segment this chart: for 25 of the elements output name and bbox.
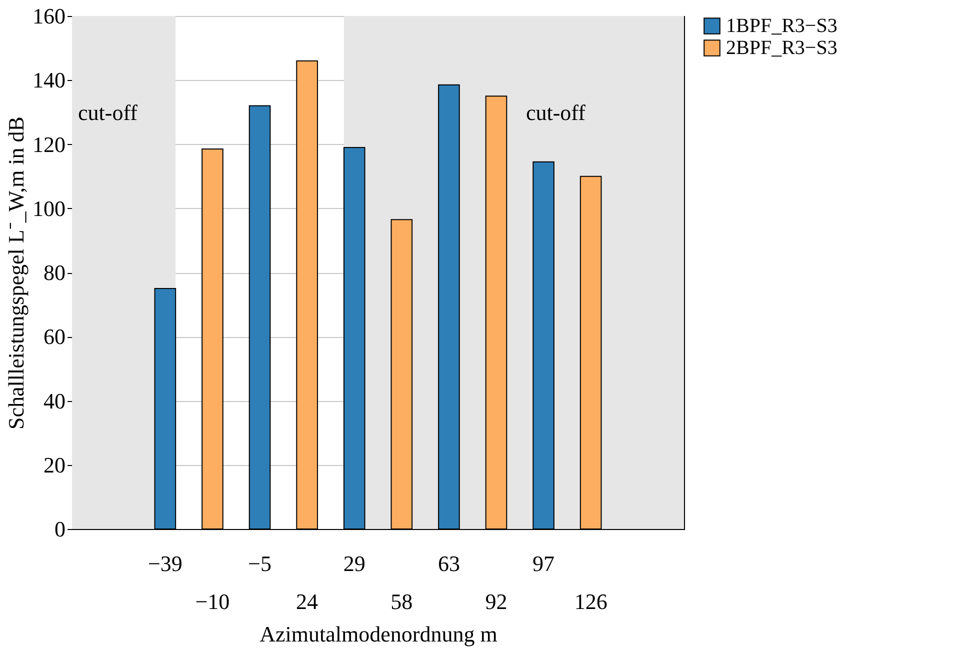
y-tick-label: 20 — [44, 452, 66, 478]
x-tick-label: 29 — [343, 551, 366, 576]
legend-label: 2BPF_R3−S3 — [726, 37, 838, 59]
x-tick-label: −5 — [248, 551, 272, 576]
legend-label: 1BPF_R3−S3 — [726, 15, 838, 37]
x-tick-label: 97 — [532, 551, 555, 576]
x-tick-label: 24 — [296, 589, 318, 614]
y-tick-label: 140 — [32, 68, 66, 93]
y-tick-label: 60 — [44, 324, 66, 350]
y-tick-label: 120 — [32, 132, 66, 157]
x-axis-title: Azimutalmodenordnung m — [260, 622, 498, 646]
y-tick-label: 0 — [54, 516, 66, 542]
band-label: cut-off — [78, 100, 138, 125]
y-tick-label: 100 — [32, 196, 66, 221]
x-tick-label: 126 — [574, 589, 608, 614]
y-tick-label: 80 — [44, 260, 66, 285]
x-tick-label: −10 — [195, 589, 230, 614]
x-tick-label: 63 — [438, 551, 460, 576]
x-tick-label: 58 — [390, 589, 413, 614]
band-label: cut-off — [526, 100, 586, 125]
y-tick-label: 160 — [32, 4, 66, 28]
y-axis-title: Schallleistungspegel L⁻_W,m in dB — [4, 116, 28, 430]
y-tick-label: 40 — [44, 388, 66, 414]
x-tick-label: −39 — [148, 551, 182, 576]
x-tick-label: 92 — [485, 589, 508, 614]
